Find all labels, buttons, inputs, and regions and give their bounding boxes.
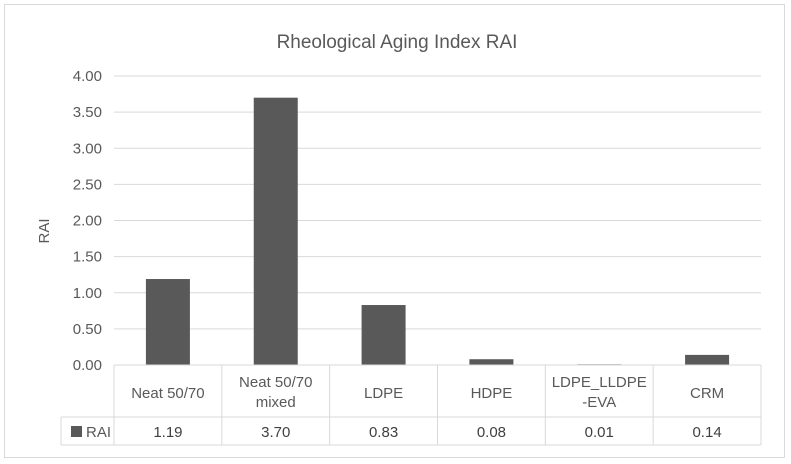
data-value-label: 1.19 (153, 424, 182, 441)
data-value-label: 0.83 (369, 424, 398, 441)
category-label: mixed (256, 394, 296, 411)
bars (145, 97, 730, 366)
category-label: HDPE (471, 385, 513, 402)
y-tick-label: 2.50 (73, 176, 102, 193)
y-tick-label: 0.50 (73, 321, 102, 338)
bar (685, 354, 730, 365)
chart-frame: Rheological Aging Index RAI RAI 0.00 0.50… (4, 4, 785, 458)
category-label: CRM (690, 385, 724, 402)
y-tick-label: 2.00 (73, 213, 102, 230)
y-tick-label: 1.00 (73, 285, 102, 302)
gridlines (114, 75, 761, 330)
legend-key (71, 426, 82, 437)
bar (469, 359, 514, 365)
category-label: -EVA (582, 394, 616, 411)
category-label: LDPE_LLDPE (552, 374, 647, 391)
bar (145, 279, 190, 365)
category-label: LDPE (364, 385, 403, 402)
rai-bar-chart: Rheological Aging Index RAI RAI 0.00 0.50… (36, 32, 762, 446)
chart-title: Rheological Aging Index RAI (277, 32, 518, 53)
y-tick-label: 3.00 (73, 140, 102, 157)
category-label: Neat 50/70 (131, 385, 204, 402)
y-tick-label: 4.00 (73, 68, 102, 85)
data-value-label: 0.08 (477, 424, 506, 441)
legend-series-name: RAI (86, 424, 111, 441)
y-axis-label: RAI (36, 218, 53, 243)
y-tick-label: 0.00 (73, 357, 102, 374)
y-axis-ticks: 0.00 0.50 1.00 1.50 2.00 2.50 3.00 3.50 4.00 (73, 68, 102, 374)
y-tick-label: 3.50 (73, 104, 102, 121)
data-value-label: 0.14 (692, 424, 721, 441)
data-value-label: 0.01 (585, 424, 614, 441)
bar (253, 97, 298, 366)
category-label: Neat 50/70 (239, 374, 312, 391)
data-table: Neat 50/70 Neat 50/70 mixed LDPE HDPE LDPE_LL… (60, 364, 762, 446)
y-tick-label: 1.50 (73, 249, 102, 266)
bar (361, 305, 406, 365)
data-value-label: 3.70 (261, 424, 290, 441)
